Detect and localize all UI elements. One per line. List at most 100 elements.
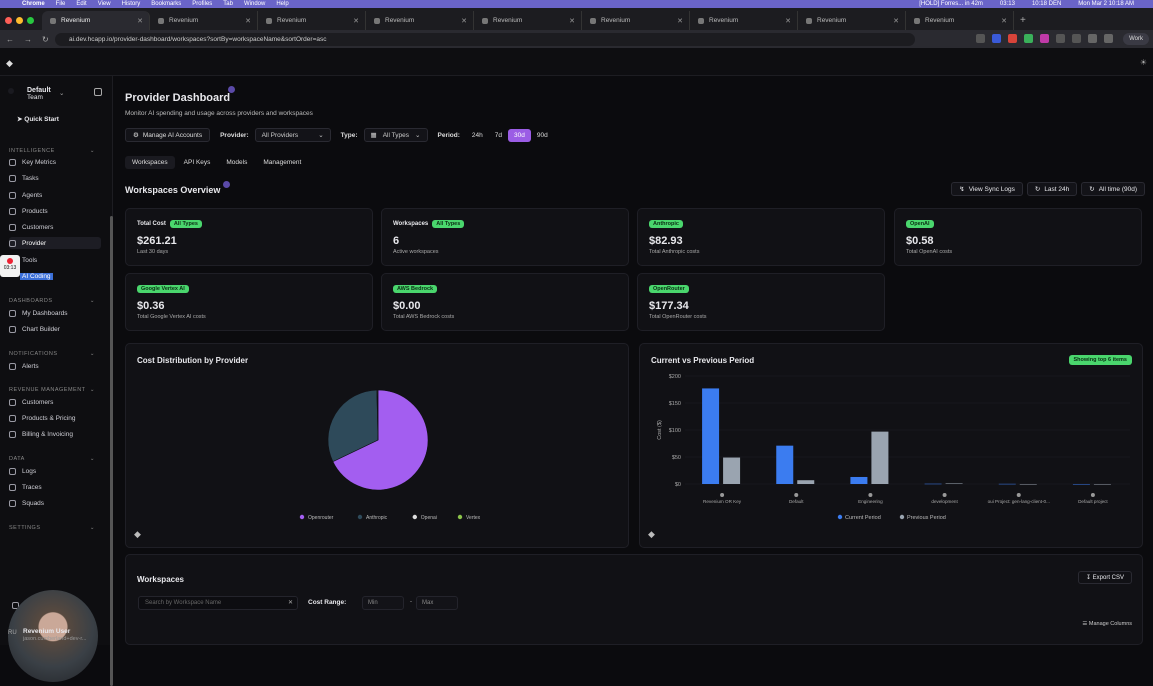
legend-label[interactable]: Current Period xyxy=(845,515,881,521)
browser-tab[interactable]: Revenium✕ xyxy=(366,11,474,30)
all-time-button[interactable]: ↻All time (90d) xyxy=(1081,182,1145,196)
sidebar-item-traces[interactable]: Traces xyxy=(9,481,101,493)
close-tab-icon[interactable]: ✕ xyxy=(353,17,359,25)
menu-file[interactable]: File xyxy=(56,0,66,8)
sidebar-item-logs[interactable]: Logs xyxy=(9,465,101,477)
menubar-app[interactable]: Chrome xyxy=(22,0,45,8)
collapse-sidebar-icon[interactable] xyxy=(94,88,102,96)
bar[interactable] xyxy=(776,446,793,484)
type-select[interactable]: ▦All Types⌄ xyxy=(364,128,428,142)
revenium-logo-icon[interactable]: ◆ xyxy=(6,58,16,67)
close-tab-icon[interactable]: ✕ xyxy=(461,17,467,25)
sidebar-item-customers[interactable]: Customers xyxy=(9,396,101,408)
sidebar-item-tools[interactable]: Tools xyxy=(9,254,101,266)
reload-icon[interactable]: ↻ xyxy=(42,35,49,44)
menu-help[interactable]: Help xyxy=(276,0,288,8)
sidebar-item-products[interactable]: Products xyxy=(9,205,101,217)
browser-tab[interactable]: Revenium✕ xyxy=(474,11,582,30)
sidebar-item-squads[interactable]: Squads xyxy=(9,497,101,509)
info-icon[interactable] xyxy=(223,181,230,188)
url-field[interactable]: ai.dev.hcapp.io/provider-dashboard/works… xyxy=(55,33,915,46)
sidebar-item-billing-invoicing[interactable]: Billing & Invoicing xyxy=(9,428,101,440)
puzzle-icon[interactable] xyxy=(1088,34,1097,43)
period-24h[interactable]: 24h xyxy=(466,129,489,142)
legend-label[interactable]: Openai xyxy=(421,515,437,521)
menu-profiles[interactable]: Profiles xyxy=(192,0,212,8)
forward-icon[interactable]: → xyxy=(24,35,32,44)
sidebar-item-products-pricing[interactable]: Products & Pricing xyxy=(9,412,101,424)
browser-tab[interactable]: Revenium✕ xyxy=(582,11,690,30)
sidebar-item-alerts[interactable]: Alerts xyxy=(9,360,101,372)
period-7d[interactable]: 7d xyxy=(489,129,508,142)
manage-ai-accounts-button[interactable]: ⚙Manage AI Accounts xyxy=(125,128,210,142)
extension-icon[interactable] xyxy=(1072,34,1081,43)
close-window-button[interactable] xyxy=(5,17,12,24)
close-tab-icon[interactable]: ✕ xyxy=(785,17,791,25)
extension-icon[interactable] xyxy=(1008,34,1017,43)
bar[interactable] xyxy=(723,458,740,484)
extension-icon[interactable] xyxy=(1024,34,1033,43)
period-30d[interactable]: 30d xyxy=(508,129,531,142)
recording-indicator[interactable]: 03:13 xyxy=(0,255,20,277)
browser-tab[interactable]: Revenium✕ xyxy=(42,11,150,30)
sidebar-item-ai-coding[interactable]: AI Coding xyxy=(20,270,112,282)
sidebar-item-agents[interactable]: Agents xyxy=(9,189,101,201)
tab-workspaces[interactable]: Workspaces xyxy=(125,156,175,169)
bar[interactable] xyxy=(925,484,942,485)
tab-management[interactable]: Management xyxy=(256,156,308,169)
close-tab-icon[interactable]: ✕ xyxy=(137,17,143,25)
browser-tab[interactable]: Revenium✕ xyxy=(906,11,1014,30)
new-tab-button[interactable]: + xyxy=(1020,15,1026,26)
bar[interactable] xyxy=(1094,484,1111,485)
info-icon[interactable] xyxy=(228,86,235,93)
menu-bookmarks[interactable]: Bookmarks xyxy=(151,0,181,8)
sidebar-section-settings[interactable]: SETTINGS⌄ xyxy=(9,525,99,531)
workspace-search-input[interactable]: Search by Workspace Name✕ xyxy=(138,596,298,610)
quick-start-link[interactable]: ➤ Quick Start xyxy=(17,115,59,123)
menu-edit[interactable]: Edit xyxy=(76,0,86,8)
legend-label[interactable]: Openrouter xyxy=(308,515,334,521)
bar[interactable] xyxy=(946,483,963,484)
close-tab-icon[interactable]: ✕ xyxy=(245,17,251,25)
sidebar-item-my-dashboards[interactable]: My Dashboards xyxy=(9,307,101,319)
browser-tab[interactable]: Revenium✕ xyxy=(150,11,258,30)
minimize-window-button[interactable] xyxy=(16,17,23,24)
menu-tab[interactable]: Tab xyxy=(223,0,233,8)
extension-icon[interactable] xyxy=(1056,34,1065,43)
export-csv-button[interactable]: ↧ Export CSV xyxy=(1078,571,1132,584)
period-90d[interactable]: 90d xyxy=(531,129,554,142)
sidebar-item-customers[interactable]: Customers xyxy=(9,221,101,233)
bookmark-star-icon[interactable] xyxy=(976,34,985,43)
zoom-window-button[interactable] xyxy=(27,17,34,24)
sidebar-section-notifications[interactable]: NOTIFICATIONS⌄ xyxy=(9,351,99,357)
close-tab-icon[interactable]: ✕ xyxy=(893,17,899,25)
manage-columns-button[interactable]: ☰ Manage Columns xyxy=(1082,621,1132,627)
tab-api-keys[interactable]: API Keys xyxy=(177,156,218,169)
menu-view[interactable]: View xyxy=(98,0,111,8)
meeting-reminder[interactable]: [HOLD] Forres... in 42m xyxy=(919,0,983,8)
team-switcher[interactable]: Default Team ⌄ xyxy=(27,87,51,101)
bar[interactable] xyxy=(999,484,1016,485)
sidepanel-icon[interactable] xyxy=(1104,34,1113,43)
bar[interactable] xyxy=(1020,484,1037,485)
sidebar-item-tasks[interactable]: Tasks xyxy=(9,172,101,184)
close-tab-icon[interactable]: ✕ xyxy=(1001,17,1007,25)
close-tab-icon[interactable]: ✕ xyxy=(677,17,683,25)
sidebar-item-provider[interactable]: Provider xyxy=(9,237,101,249)
profile-button[interactable]: Work xyxy=(1123,33,1149,45)
tab-models[interactable]: Models xyxy=(219,156,254,169)
view-sync-logs-button[interactable]: ↯View Sync Logs xyxy=(951,182,1023,196)
bar[interactable] xyxy=(1073,484,1090,485)
menubar-clock[interactable]: Mon Mar 2 10:18 AM xyxy=(1078,0,1134,8)
provider-select[interactable]: All Providers⌄ xyxy=(255,128,331,142)
bar[interactable] xyxy=(871,432,888,484)
menu-history[interactable]: History xyxy=(122,0,141,8)
last-24h-button[interactable]: ↻Last 24h xyxy=(1027,182,1077,196)
browser-tab[interactable]: Revenium✕ xyxy=(258,11,366,30)
legend-label[interactable]: Anthropic xyxy=(366,515,388,521)
bar[interactable] xyxy=(702,388,719,484)
menu-window[interactable]: Window xyxy=(244,0,265,8)
browser-tab[interactable]: Revenium✕ xyxy=(690,11,798,30)
extension-icon[interactable] xyxy=(992,34,1001,43)
bar[interactable] xyxy=(797,480,814,484)
